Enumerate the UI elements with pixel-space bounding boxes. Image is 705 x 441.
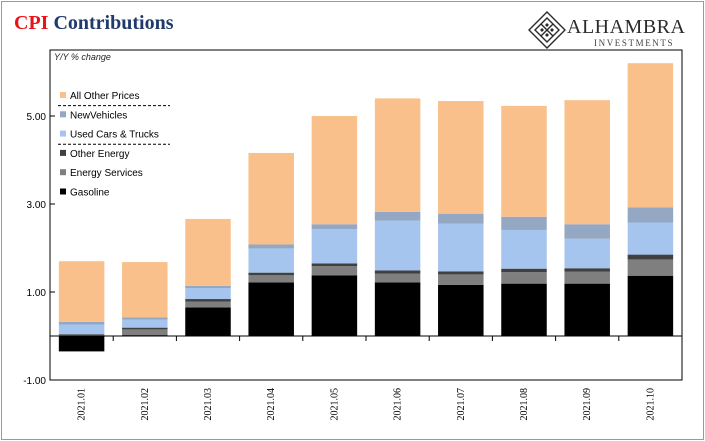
logo-name: ALHAMBRA [567, 16, 686, 38]
x-tick-label: 2021.05 [329, 388, 340, 421]
bar-segment [627, 254, 674, 260]
logo-subtitle: INVESTMENTS [594, 38, 675, 48]
bar-segment [627, 275, 674, 336]
chart-title: CPI Contributions [14, 12, 173, 35]
x-tick-label: 2021.07 [456, 388, 467, 421]
bar-segment [374, 273, 421, 283]
bar-segment [185, 307, 231, 336]
legend-swatch [60, 149, 66, 156]
x-tick-label: 2021.08 [519, 388, 530, 421]
bar-segment [122, 329, 168, 336]
bar-segment [122, 262, 168, 318]
bar-segment [58, 336, 105, 352]
bar-segment [501, 283, 547, 336]
y-tick-label: 3.00 [27, 200, 47, 211]
legend-swatch [60, 188, 66, 195]
bar-segment [185, 285, 231, 289]
legend-swatch [60, 169, 66, 176]
legend-swatch [60, 130, 66, 137]
bar-segment [58, 261, 105, 322]
x-tick-label: 2021.06 [393, 388, 404, 421]
bar-segment [501, 229, 547, 269]
bar-segment [627, 259, 674, 276]
bar-segment [248, 272, 294, 276]
brand-logo: ALHAMBRA INVESTMENTS [527, 10, 697, 50]
bar-segment [122, 317, 168, 320]
bar-segment [564, 238, 610, 269]
bar-segment [501, 216, 547, 230]
bar-segment [248, 152, 294, 245]
legend-label: Energy Services [70, 168, 143, 179]
bar-segment [438, 223, 484, 272]
bar-segment [374, 211, 421, 221]
bar-segment [564, 268, 610, 272]
bar-segment [248, 275, 294, 283]
bar-segment [311, 266, 358, 276]
diamond-lattice-icon [528, 11, 566, 49]
y-tick-label: 5.00 [27, 112, 47, 123]
bar-segment [311, 263, 358, 267]
bar-segment [185, 218, 231, 286]
bar-segment [122, 335, 168, 336]
bar-segment [58, 334, 105, 336]
legend-label: Used Cars & Trucks [70, 130, 159, 141]
unit-label: Y/Y % change [54, 52, 111, 62]
title-accent: CPI [14, 12, 49, 34]
bar-segment [501, 272, 547, 284]
legend-swatch [60, 111, 66, 118]
legend-swatch [60, 92, 66, 98]
bar-segment [564, 283, 610, 336]
bar-segment [438, 271, 484, 275]
bar-segment [374, 98, 421, 212]
bar-segment [501, 105, 547, 217]
bar-segment [248, 244, 294, 249]
bar-segment [122, 327, 168, 330]
bar-segment [311, 275, 358, 336]
bar-segment [438, 101, 484, 214]
bar-segment [58, 321, 105, 325]
bar-segment [564, 271, 610, 284]
bar-segment [438, 274, 484, 285]
bar-segment [438, 284, 484, 336]
x-tick-label: 2021.03 [203, 388, 214, 421]
bar-segment [374, 220, 421, 271]
legend-label: All Other Prices [70, 91, 139, 102]
bar-segment [374, 282, 421, 336]
bar-segment [122, 319, 168, 328]
y-tick-label: 1.00 [27, 288, 47, 299]
bar-segment [311, 229, 358, 264]
x-tick-label: 2021.04 [266, 388, 277, 421]
bar-segment [438, 213, 484, 224]
bar-segment [311, 224, 358, 230]
legend-label: NewVehicles [70, 110, 127, 121]
bar-segment [248, 282, 294, 336]
bar-segment [248, 248, 294, 273]
bar-segment [501, 268, 547, 273]
bar-segment [374, 270, 421, 274]
legend-label: Gasoline [70, 188, 110, 199]
bar-segment [564, 224, 610, 239]
x-tick-label: 2021.10 [645, 388, 656, 421]
bar-segment [564, 100, 610, 225]
y-tick-label: -1.00 [23, 376, 46, 387]
bar-segment [58, 324, 105, 335]
bar-segment [185, 299, 231, 302]
plot-area [49, 49, 683, 381]
title-rest: Contributions [48, 12, 174, 34]
bar-segment [311, 116, 358, 225]
bar-segment [627, 63, 674, 208]
bar-segment [185, 301, 231, 308]
bar-segment [627, 207, 674, 223]
legend-label: Other Energy [70, 149, 129, 160]
x-tick-label: 2021.09 [582, 388, 593, 421]
x-tick-label: 2021.01 [77, 388, 88, 421]
x-tick-label: 2021.02 [140, 388, 151, 421]
bar-segment [627, 222, 674, 255]
bar-segment [185, 288, 231, 300]
